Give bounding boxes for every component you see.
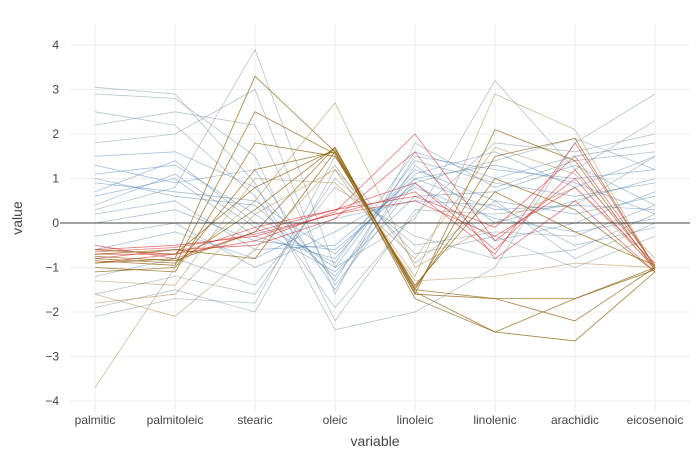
y-tick-label: −3 xyxy=(45,350,59,364)
series-line-36 xyxy=(94,151,656,289)
series-line-2 xyxy=(94,160,656,269)
series-line-34 xyxy=(94,111,656,296)
series-line-40 xyxy=(94,169,656,304)
x-tick-label-arachidic: arachidic xyxy=(551,413,599,427)
series-line-23 xyxy=(94,186,656,264)
series-line-13 xyxy=(94,93,656,322)
x-tick-label-eicosenoic: eicosenoic xyxy=(627,413,684,427)
y-tick-label: −4 xyxy=(45,394,59,408)
x-tick-label-palmitic: palmitic xyxy=(75,413,116,427)
y-tick-label: −1 xyxy=(45,261,59,275)
y-tick-label: 3 xyxy=(52,83,59,97)
y-tick-label: 1 xyxy=(52,172,59,186)
series-line-18 xyxy=(94,48,656,269)
y-tick-label: 2 xyxy=(52,127,59,141)
x-tick-label-stearic: stearic xyxy=(237,413,272,427)
grid-layer xyxy=(70,24,690,413)
y-tick-label: 4 xyxy=(52,38,59,52)
series-line-27 xyxy=(94,133,656,270)
series-lines xyxy=(94,48,656,388)
series-line-35 xyxy=(94,146,656,333)
series-line-17 xyxy=(94,155,656,317)
series-line-6 xyxy=(94,151,656,255)
x-tick-label-linoleic: linoleic xyxy=(397,413,434,427)
x-tick-label-palmitoleic: palmitoleic xyxy=(147,413,204,427)
series-line-9 xyxy=(94,182,656,251)
series-line-12 xyxy=(94,164,656,277)
series-line-1 xyxy=(94,169,656,260)
x-tick-labels: palmitic palmitoleic stearic oleic linoleic l… xyxy=(75,413,684,427)
series-line-22 xyxy=(94,177,656,295)
series-line-19 xyxy=(94,88,656,296)
series-line-33 xyxy=(94,149,656,322)
series-line-15 xyxy=(94,86,656,331)
series-line-14 xyxy=(94,111,656,309)
y-axis-title: value xyxy=(9,201,25,235)
y-tick-labels: 4 3 2 1 0 −1 −2 −3 −4 xyxy=(45,38,59,408)
x-tick-label-linolenic: linolenic xyxy=(473,413,516,427)
series-line-37 xyxy=(94,102,656,388)
y-tick-label: −2 xyxy=(45,305,59,319)
x-tick-label-oleic: oleic xyxy=(323,413,348,427)
x-axis-title: variable xyxy=(350,433,399,449)
series-line-39 xyxy=(94,146,656,286)
series-line-28 xyxy=(94,142,656,268)
y-tick-label: 0 xyxy=(52,216,59,230)
series-line-21 xyxy=(94,111,656,287)
